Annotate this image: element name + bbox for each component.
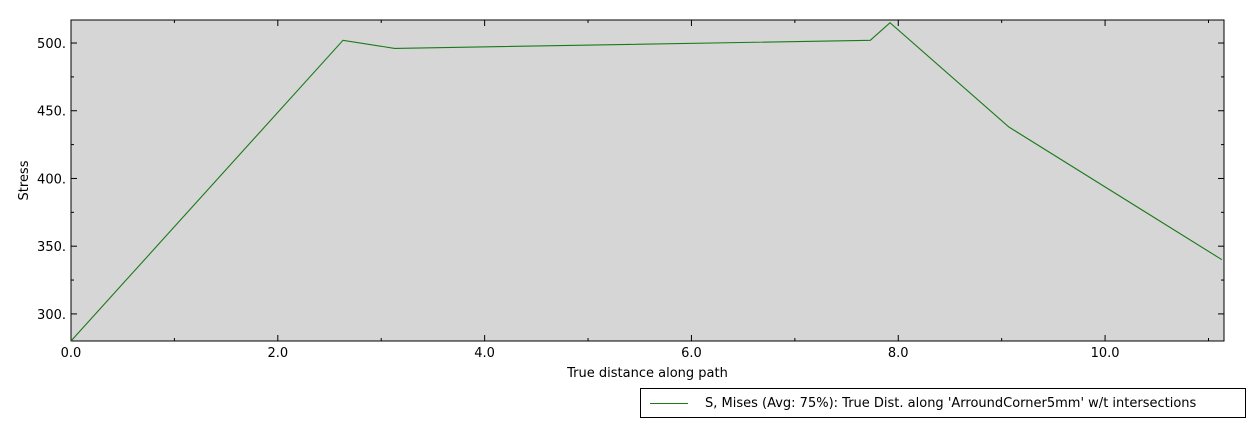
- x-tick-label: 10.0: [1091, 346, 1120, 361]
- x-tick-label: 4.0: [474, 346, 495, 361]
- y-tick-label: 300.: [37, 308, 66, 323]
- series-layer: [70, 21, 1223, 342]
- y-tick-label: 400.: [37, 172, 66, 187]
- x-tick-label: 8.0: [888, 346, 909, 361]
- x-axis: 0.0 2.0 4.0 6.0 8.0 10.0: [61, 20, 1209, 361]
- x-tick-label: 2.0: [267, 346, 288, 361]
- series-line: [70, 21, 1223, 342]
- y-tick-label: 350.: [37, 240, 66, 255]
- x-axis-title: True distance along path: [566, 366, 728, 381]
- x-tick-label: 0.0: [61, 346, 82, 361]
- plot-area: [70, 19, 1225, 342]
- legend: S, Mises (Avg: 75%): True Dist. along 'A…: [640, 388, 1246, 418]
- y-tick-label: 450.: [37, 105, 66, 120]
- x-tick-label: 6.0: [681, 346, 702, 361]
- y-tick-label: 500.: [37, 37, 66, 52]
- legend-label: S, Mises (Avg: 75%): True Dist. along 'A…: [705, 395, 1197, 411]
- y-axis-title: Stress: [17, 160, 32, 200]
- legend-swatch: [650, 402, 688, 404]
- y-axis: 300. 350. 400. 450. 500.: [37, 37, 1224, 323]
